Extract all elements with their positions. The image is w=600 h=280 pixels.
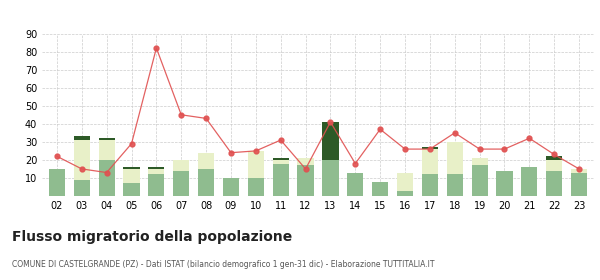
Bar xyxy=(422,174,438,196)
Bar xyxy=(322,122,338,160)
Bar xyxy=(98,140,115,160)
Bar xyxy=(248,178,264,196)
Bar xyxy=(496,171,512,196)
Bar xyxy=(472,158,488,165)
Bar xyxy=(571,169,587,172)
Bar xyxy=(298,165,314,196)
Bar xyxy=(74,136,90,140)
Bar xyxy=(422,149,438,174)
Bar xyxy=(397,191,413,196)
Bar xyxy=(124,183,140,196)
Bar xyxy=(546,156,562,160)
Bar xyxy=(446,174,463,196)
Bar xyxy=(546,171,562,196)
Bar xyxy=(521,167,538,196)
Bar xyxy=(74,180,90,196)
Bar xyxy=(98,138,115,140)
Bar xyxy=(124,169,140,183)
Bar xyxy=(446,142,463,174)
Bar xyxy=(272,164,289,196)
Bar xyxy=(148,174,164,196)
Bar xyxy=(546,160,562,171)
Bar xyxy=(472,165,488,196)
Bar xyxy=(272,160,289,164)
Bar xyxy=(198,153,214,169)
Bar xyxy=(198,169,214,196)
Text: Flusso migratorio della popolazione: Flusso migratorio della popolazione xyxy=(12,230,292,244)
Text: COMUNE DI CASTELGRANDE (PZ) - Dati ISTAT (bilancio demografico 1 gen-31 dic) - E: COMUNE DI CASTELGRANDE (PZ) - Dati ISTAT… xyxy=(12,260,434,269)
Bar xyxy=(372,181,388,196)
Bar xyxy=(49,169,65,196)
Bar xyxy=(124,167,140,169)
Bar xyxy=(272,158,289,160)
Bar xyxy=(148,169,164,174)
Bar xyxy=(223,178,239,196)
Bar xyxy=(397,172,413,191)
Bar xyxy=(298,158,314,165)
Bar xyxy=(173,160,190,171)
Bar xyxy=(322,160,338,196)
Bar xyxy=(422,147,438,149)
Bar xyxy=(74,140,90,180)
Bar xyxy=(248,151,264,178)
Bar xyxy=(98,160,115,196)
Bar xyxy=(148,167,164,169)
Bar xyxy=(571,172,587,196)
Bar xyxy=(347,172,364,196)
Bar xyxy=(173,171,190,196)
